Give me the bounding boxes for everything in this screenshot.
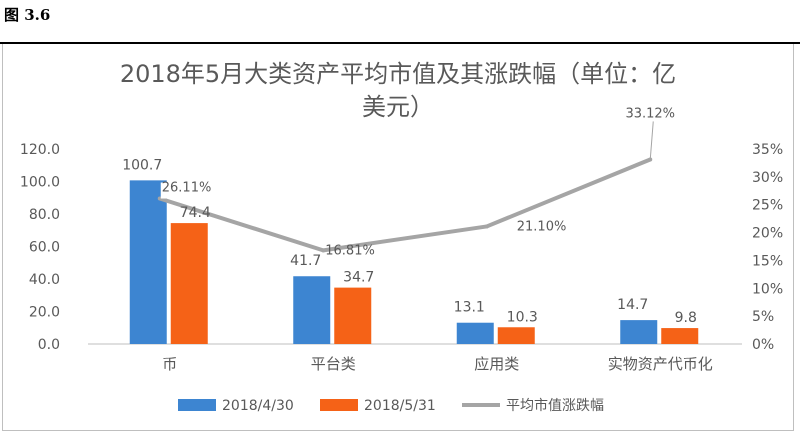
y-right-tick-label: 20% xyxy=(752,226,783,242)
y-right-tick-label: 0% xyxy=(752,337,774,353)
figure-label: 图 3.6 xyxy=(4,6,51,24)
x-tick-label: 实物资产代币化 xyxy=(608,355,713,373)
legend-label: 平均市值涨跌幅 xyxy=(506,397,604,414)
y-right-tick-label: 15% xyxy=(752,253,783,269)
x-tick-label: 平台类 xyxy=(311,355,356,373)
x-tick-label: 应用类 xyxy=(474,355,519,373)
bar xyxy=(334,287,372,344)
bar xyxy=(170,223,208,344)
axes: 0.0 20.0 40.0 60.0 80.0 100.0 120.0 0% 5% 10% 15% 2… xyxy=(20,142,783,373)
y-left-tick-label: 40.0 xyxy=(29,272,60,288)
line-data-label: 33.12% xyxy=(625,106,675,121)
y-right-tick-label: 35% xyxy=(752,142,783,158)
header-rule xyxy=(0,42,800,44)
bar-data-label: 74.4 xyxy=(180,205,211,221)
bar-data-label: 9.8 xyxy=(675,310,697,326)
legend-label: 2018/5/31 xyxy=(364,398,436,414)
chart-border xyxy=(2,44,794,431)
legend-swatch xyxy=(178,399,216,411)
label-leader-line xyxy=(649,121,654,160)
y-left-tick-label: 120.0 xyxy=(20,142,60,158)
line-point xyxy=(321,248,326,253)
bar-data-label: 100.7 xyxy=(122,157,162,173)
bar xyxy=(661,328,699,344)
y-right-tick-label: 30% xyxy=(752,170,783,186)
bar xyxy=(129,180,167,344)
line-data-label: 26.11% xyxy=(162,181,212,196)
legend-swatch xyxy=(320,399,358,411)
line-label-bg xyxy=(160,182,219,199)
line-point xyxy=(484,224,489,229)
bar-data-label: 14.7 xyxy=(617,297,648,313)
y-left-tick-label: 0.0 xyxy=(38,337,60,353)
x-tick-label: 币 xyxy=(162,355,177,373)
line-data-label: 16.81% xyxy=(325,243,375,258)
legend-label: 2018/4/30 xyxy=(222,398,294,414)
legend: 2018/4/30 2018/5/31 平均市值涨跌幅 xyxy=(178,397,604,414)
line-series xyxy=(157,157,653,253)
y-right-tick-label: 25% xyxy=(752,198,783,214)
y-left-tick-label: 100.0 xyxy=(20,175,60,191)
y-left-tick-label: 20.0 xyxy=(29,305,60,321)
y-left-tick-label: 60.0 xyxy=(29,240,60,256)
chart-title: 2018年5月大类资产平均市值及其涨跌幅（单位：亿美元） xyxy=(120,60,676,121)
bar-data-label: 13.1 xyxy=(454,300,485,316)
line-data-label: 21.10% xyxy=(517,219,567,234)
data-labels: 100.7 41.7 13.1 14.7 74.4 34.7 10.3 9.8 26.11% 16… xyxy=(122,106,697,326)
bar-data-label: 41.7 xyxy=(290,253,321,269)
chart-title-line: 2018年5月大类资产平均市值及其涨跌幅（单位：亿 xyxy=(120,60,676,88)
y-left-tick-label: 80.0 xyxy=(29,207,60,223)
bar xyxy=(497,327,535,344)
chart-title-line: 美元） xyxy=(362,93,434,121)
bars xyxy=(129,180,699,344)
bar-data-label: 10.3 xyxy=(507,309,538,325)
line-series-path xyxy=(159,157,652,253)
bar xyxy=(293,276,331,344)
bar xyxy=(620,320,658,344)
bar xyxy=(456,322,494,344)
y-right-tick-label: 10% xyxy=(752,281,783,297)
y-right-tick-label: 5% xyxy=(752,309,774,325)
bar-data-label: 34.7 xyxy=(343,270,374,286)
